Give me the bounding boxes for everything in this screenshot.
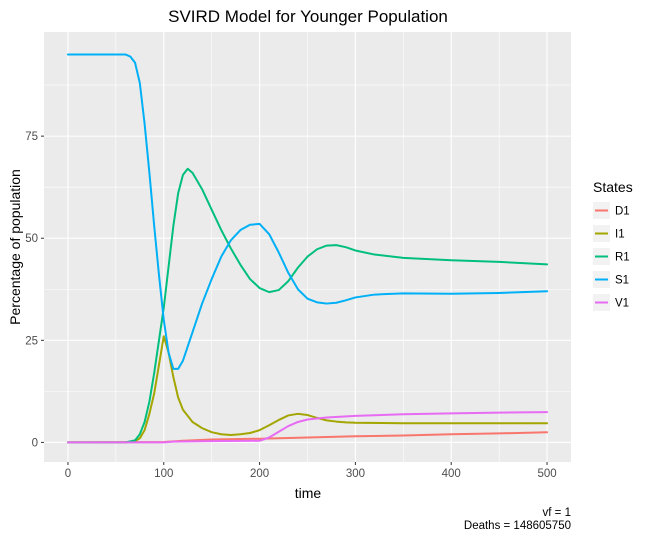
series-line-i1 (66, 335, 549, 444)
x-axis-label: time (295, 485, 322, 501)
x-tick-label: 100 (154, 468, 173, 480)
legend-label-r1: R1 (615, 252, 630, 264)
x-tick-label: 200 (250, 468, 269, 480)
series-line-v1 (66, 411, 549, 444)
y-axis-ticks: 0 25 50 75 (25, 131, 44, 449)
y-tick-label: 75 (25, 131, 38, 143)
x-tick-label: 400 (442, 468, 461, 480)
x-tick-label: 0 (65, 468, 71, 480)
series-lines (66, 53, 549, 444)
legend-label-i1: I1 (615, 229, 625, 241)
y-tick-label: 50 (25, 233, 38, 245)
x-axis-ticks: 0 100 200 300 400 500 (65, 462, 557, 480)
legend-title: States (593, 179, 633, 195)
legend: States D1 I1 R1 S1 V1 (593, 179, 633, 311)
legend-label-s1: S1 (615, 275, 629, 287)
series-line-s1 (66, 53, 549, 370)
grid-major (44, 32, 571, 462)
y-axis-label: Percentage of population (7, 169, 23, 325)
x-tick-label: 300 (346, 468, 365, 480)
legend-label-v1: V1 (615, 298, 629, 310)
caption: vf = 1 Deaths = 148605750 (464, 507, 571, 532)
y-tick-label: 25 (25, 335, 38, 347)
x-tick-label: 500 (537, 468, 556, 480)
caption-line-1: vf = 1 (543, 507, 571, 519)
caption-line-2: Deaths = 148605750 (464, 520, 571, 532)
y-tick-label: 0 (32, 437, 38, 449)
grid-minor (44, 32, 571, 462)
legend-label-d1: D1 (615, 206, 630, 218)
series-line-r1 (66, 167, 549, 444)
chart-title: SVIRD Model for Younger Population (168, 7, 448, 26)
